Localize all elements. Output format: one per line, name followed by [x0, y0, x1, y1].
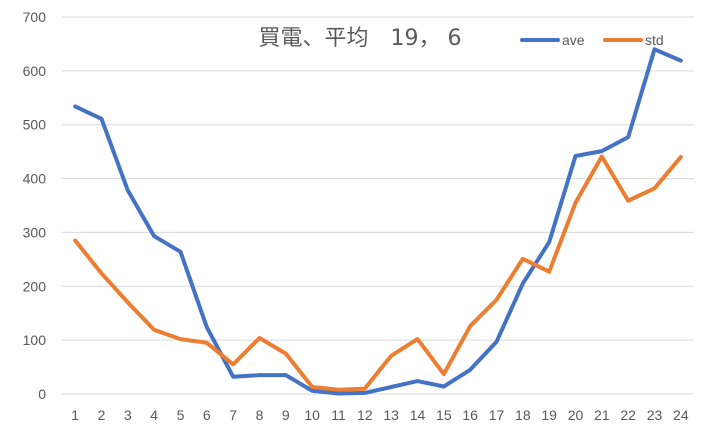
- x-tick-label: 15: [436, 407, 452, 423]
- x-tick-label: 21: [594, 407, 610, 423]
- x-tick-label: 6: [203, 407, 211, 423]
- y-tick-label: 600: [23, 63, 47, 79]
- y-tick-label: 0: [38, 386, 46, 402]
- x-tick-label: 2: [98, 407, 106, 423]
- x-tick-label: 11: [331, 407, 346, 423]
- y-axis-ticks: 0 100 200 300 400 500 600 700: [23, 9, 47, 402]
- series-line-ave: [73, 47, 683, 396]
- chart-title: 買電、平均 19， 6: [259, 26, 462, 51]
- x-tick-label: 9: [282, 407, 290, 423]
- legend-label-std: std: [645, 32, 664, 48]
- x-tick-label: 5: [177, 407, 185, 423]
- y-tick-label: 500: [23, 117, 47, 133]
- y-tick-label: 700: [23, 9, 47, 25]
- x-tick-label: 20: [568, 407, 584, 423]
- legend-label-ave: ave: [562, 32, 585, 48]
- x-tick-label: 18: [515, 407, 531, 423]
- x-tick-label: 14: [410, 407, 426, 423]
- x-axis-ticks: 1 2 3 4 5 6 7 8 9 10 11 12 13 14 15 16 17 18 19 20 21 22 23 24: [71, 407, 689, 423]
- x-tick-label: 7: [229, 407, 237, 423]
- x-tick-label: 13: [383, 407, 399, 423]
- x-tick-label: 23: [647, 407, 663, 423]
- y-tick-label: 300: [23, 224, 47, 240]
- series-layer: [73, 47, 683, 396]
- x-tick-label: 10: [304, 407, 320, 423]
- x-tick-label: 3: [124, 407, 132, 423]
- legend: ave std: [520, 32, 664, 48]
- x-tick-label: 16: [462, 407, 478, 423]
- x-tick-label: 17: [489, 407, 505, 423]
- x-tick-label: 22: [620, 407, 636, 423]
- grid: [62, 16, 694, 395]
- x-tick-label: 12: [357, 407, 373, 423]
- x-tick-label: 19: [541, 407, 557, 423]
- x-tick-label: 4: [150, 407, 158, 423]
- y-tick-label: 100: [23, 332, 47, 348]
- y-tick-label: 400: [23, 171, 47, 187]
- y-tick-label: 200: [23, 278, 47, 294]
- x-tick-label: 8: [256, 407, 264, 423]
- x-tick-label: 24: [673, 407, 689, 423]
- x-tick-label: 1: [71, 407, 79, 423]
- series-line-std: [73, 154, 683, 392]
